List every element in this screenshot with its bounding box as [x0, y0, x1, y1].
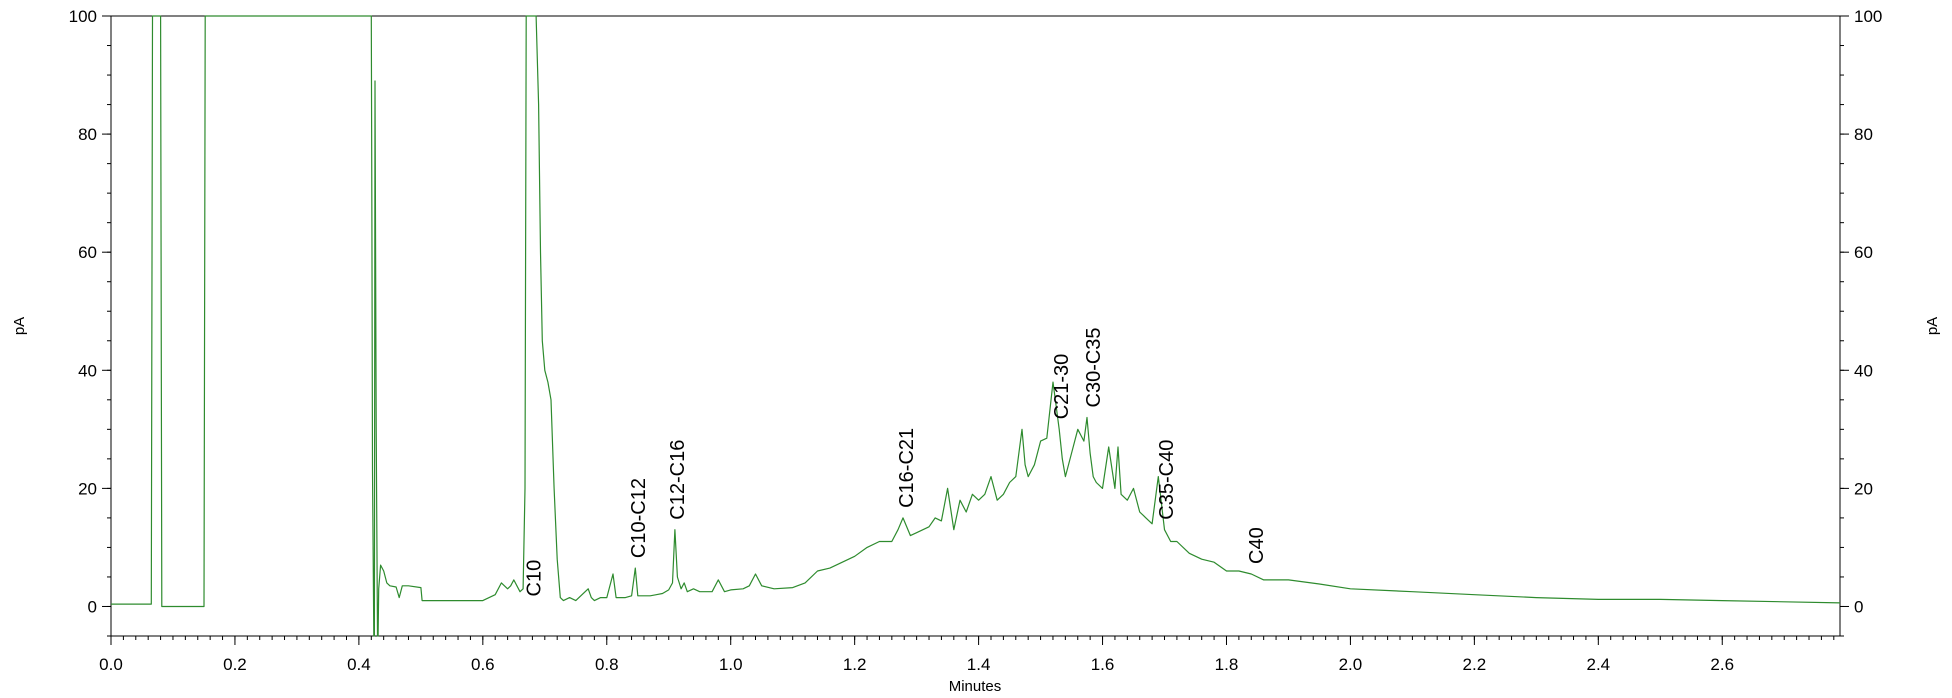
y-tick-label-left: 20 [78, 479, 97, 498]
y-tick-label-right: 60 [1854, 243, 1873, 262]
x-tick-label: 1.8 [1215, 655, 1239, 674]
y-tick-label-right: 0 [1854, 597, 1863, 616]
x-tick-label: 0.2 [223, 655, 247, 674]
x-tick-label: 2.2 [1463, 655, 1487, 674]
peak-label: C40 [1246, 527, 1268, 564]
x-axis-title: Minutes [949, 678, 1002, 695]
x-tick-label: 0.8 [595, 655, 619, 674]
y-tick-label-left: 60 [78, 243, 97, 262]
y-tick-label-left: 40 [78, 361, 97, 380]
peak-label: C16-C21 [896, 428, 918, 508]
x-tick-label: 2.4 [1586, 655, 1610, 674]
peak-annotations: C10 C10-C12 C12-C16 C16-C21 C21-30 C30-C35 C35… [524, 327, 1269, 596]
y-axis-title-left: pA [11, 317, 28, 335]
x-tick-label: 2.6 [1710, 655, 1734, 674]
x-tick-label: 1.6 [1091, 655, 1115, 674]
y-tick-label-right: 40 [1854, 361, 1873, 380]
x-tick-label: 2.0 [1339, 655, 1363, 674]
plot-frame [110, 15, 1841, 637]
signal-trace [111, 15, 1841, 637]
peak-label: C30-C35 [1083, 327, 1105, 407]
x-tick-label: 1.2 [843, 655, 867, 674]
y-tick-label-right: 80 [1854, 125, 1873, 144]
y-tick-label-left: 80 [78, 125, 97, 144]
peak-label: C12-C16 [667, 440, 689, 520]
x-tick-label: 0.0 [99, 655, 123, 674]
peak-label: C35-C40 [1156, 440, 1178, 520]
peak-label: C10 [524, 560, 546, 597]
y-tick-label-left: 0 [88, 597, 97, 616]
x-tick-label: 1.4 [967, 655, 991, 674]
y-tick-label-right: 20 [1854, 479, 1873, 498]
x-tick-label: 0.4 [347, 655, 371, 674]
peak-label: C21-30 [1051, 354, 1073, 420]
peak-label: C10-C12 [628, 478, 650, 558]
y-tick-label-right: 100 [1854, 7, 1882, 26]
x-tick-label: 1.0 [719, 655, 743, 674]
y-axis-title-right: pA [1924, 317, 1941, 335]
axes: 0.0 0.2 0.4 0.6 0.8 1.0 1.2 1.4 1.6 1.8 2.0 2.2 2.4 2… [69, 7, 1883, 674]
y-tick-label-left: 100 [69, 7, 97, 26]
x-tick-label: 0.6 [471, 655, 495, 674]
